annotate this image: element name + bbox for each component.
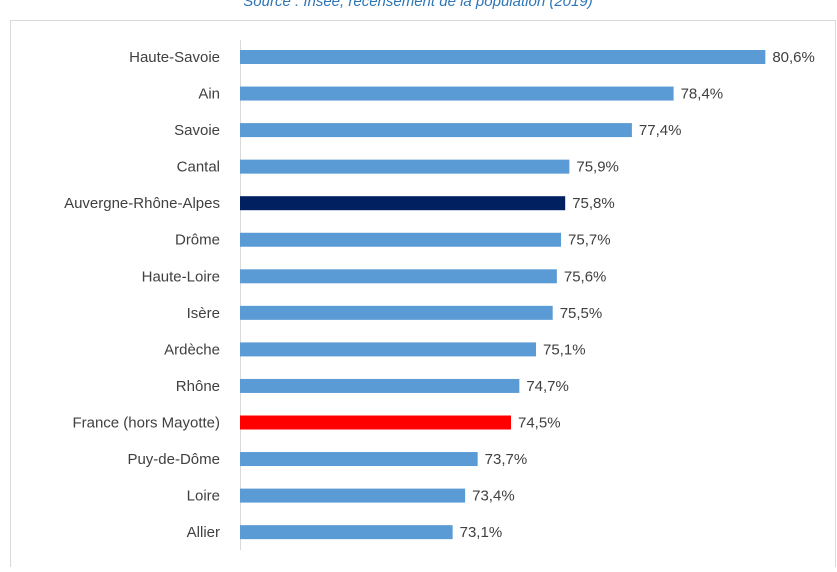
bar (240, 305, 553, 320)
y-tick-label: Rhône (176, 378, 220, 395)
y-tick-label: Drôme (175, 232, 220, 249)
bar (240, 488, 466, 503)
data-label: 80,6% (772, 49, 815, 66)
data-label: 78,4% (681, 86, 724, 103)
data-label: 75,6% (564, 268, 607, 285)
y-tick-label: Loire (187, 488, 220, 505)
data-label: 74,5% (518, 414, 561, 431)
data-label: 77,4% (639, 122, 682, 139)
bar (240, 452, 478, 467)
bar (240, 123, 632, 138)
data-label: 73,1% (460, 524, 503, 541)
y-tick-label: Haute-Loire (142, 268, 220, 285)
data-label: 75,9% (576, 159, 619, 176)
bar (240, 415, 511, 430)
y-tick-label: Auvergne-Rhône-Alpes (64, 195, 220, 212)
bar (240, 232, 562, 247)
bar (240, 196, 566, 211)
y-tick-label: Ain (198, 86, 220, 103)
data-label: 75,1% (543, 341, 586, 358)
chart-subtitle: Source : Insee, recensement de la popula… (243, 0, 592, 10)
bar (240, 159, 570, 174)
y-tick-label: Savoie (174, 122, 220, 139)
data-label: 73,7% (485, 451, 528, 468)
data-label: 75,7% (568, 232, 611, 249)
y-tick-label: Puy-de-Dôme (127, 451, 220, 468)
data-label: 74,7% (526, 378, 569, 395)
bar (240, 269, 557, 284)
bar (240, 50, 766, 64)
y-tick-label: Isère (187, 305, 220, 322)
data-label: 75,8% (572, 195, 615, 212)
y-tick-label: Haute-Savoie (129, 49, 220, 66)
bar (240, 342, 537, 357)
y-tick-label: Allier (187, 524, 220, 541)
data-label: 73,4% (472, 488, 515, 505)
bar (240, 525, 453, 540)
y-tick-label: Cantal (177, 159, 220, 176)
data-label: 75,5% (560, 305, 603, 322)
y-tick-label: Ardèche (164, 341, 220, 358)
bar (240, 378, 520, 393)
chart-border (10, 20, 836, 572)
bar (240, 86, 674, 101)
y-tick-label: France (hors Mayotte) (72, 414, 220, 431)
